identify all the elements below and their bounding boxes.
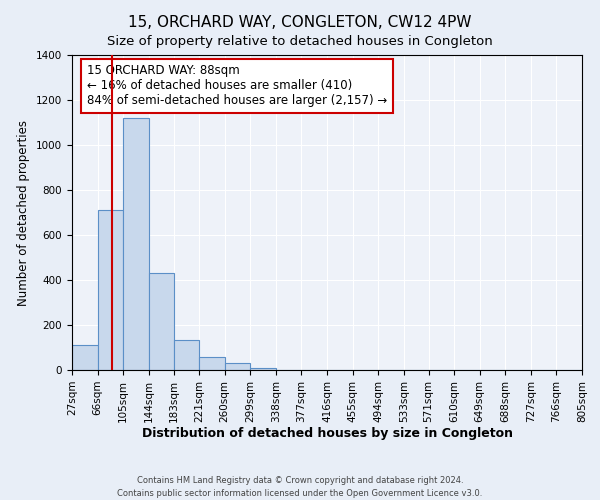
Bar xyxy=(72,345,98,370)
Text: 15 ORCHARD WAY: 88sqm
← 16% of detached houses are smaller (410)
84% of semi-det: 15 ORCHARD WAY: 88sqm ← 16% of detached … xyxy=(88,64,388,108)
Y-axis label: Number of detached properties: Number of detached properties xyxy=(17,120,31,306)
Bar xyxy=(174,340,199,370)
Bar xyxy=(225,363,250,370)
Text: 15, ORCHARD WAY, CONGLETON, CW12 4PW: 15, ORCHARD WAY, CONGLETON, CW12 4PW xyxy=(128,15,472,30)
Text: Size of property relative to detached houses in Congleton: Size of property relative to detached ho… xyxy=(107,35,493,48)
Bar xyxy=(199,357,225,370)
Bar xyxy=(98,210,123,370)
Bar xyxy=(123,118,149,370)
Text: Contains HM Land Registry data © Crown copyright and database right 2024.
Contai: Contains HM Land Registry data © Crown c… xyxy=(118,476,482,498)
Bar xyxy=(250,368,276,370)
Bar xyxy=(149,273,174,370)
X-axis label: Distribution of detached houses by size in Congleton: Distribution of detached houses by size … xyxy=(142,428,512,440)
